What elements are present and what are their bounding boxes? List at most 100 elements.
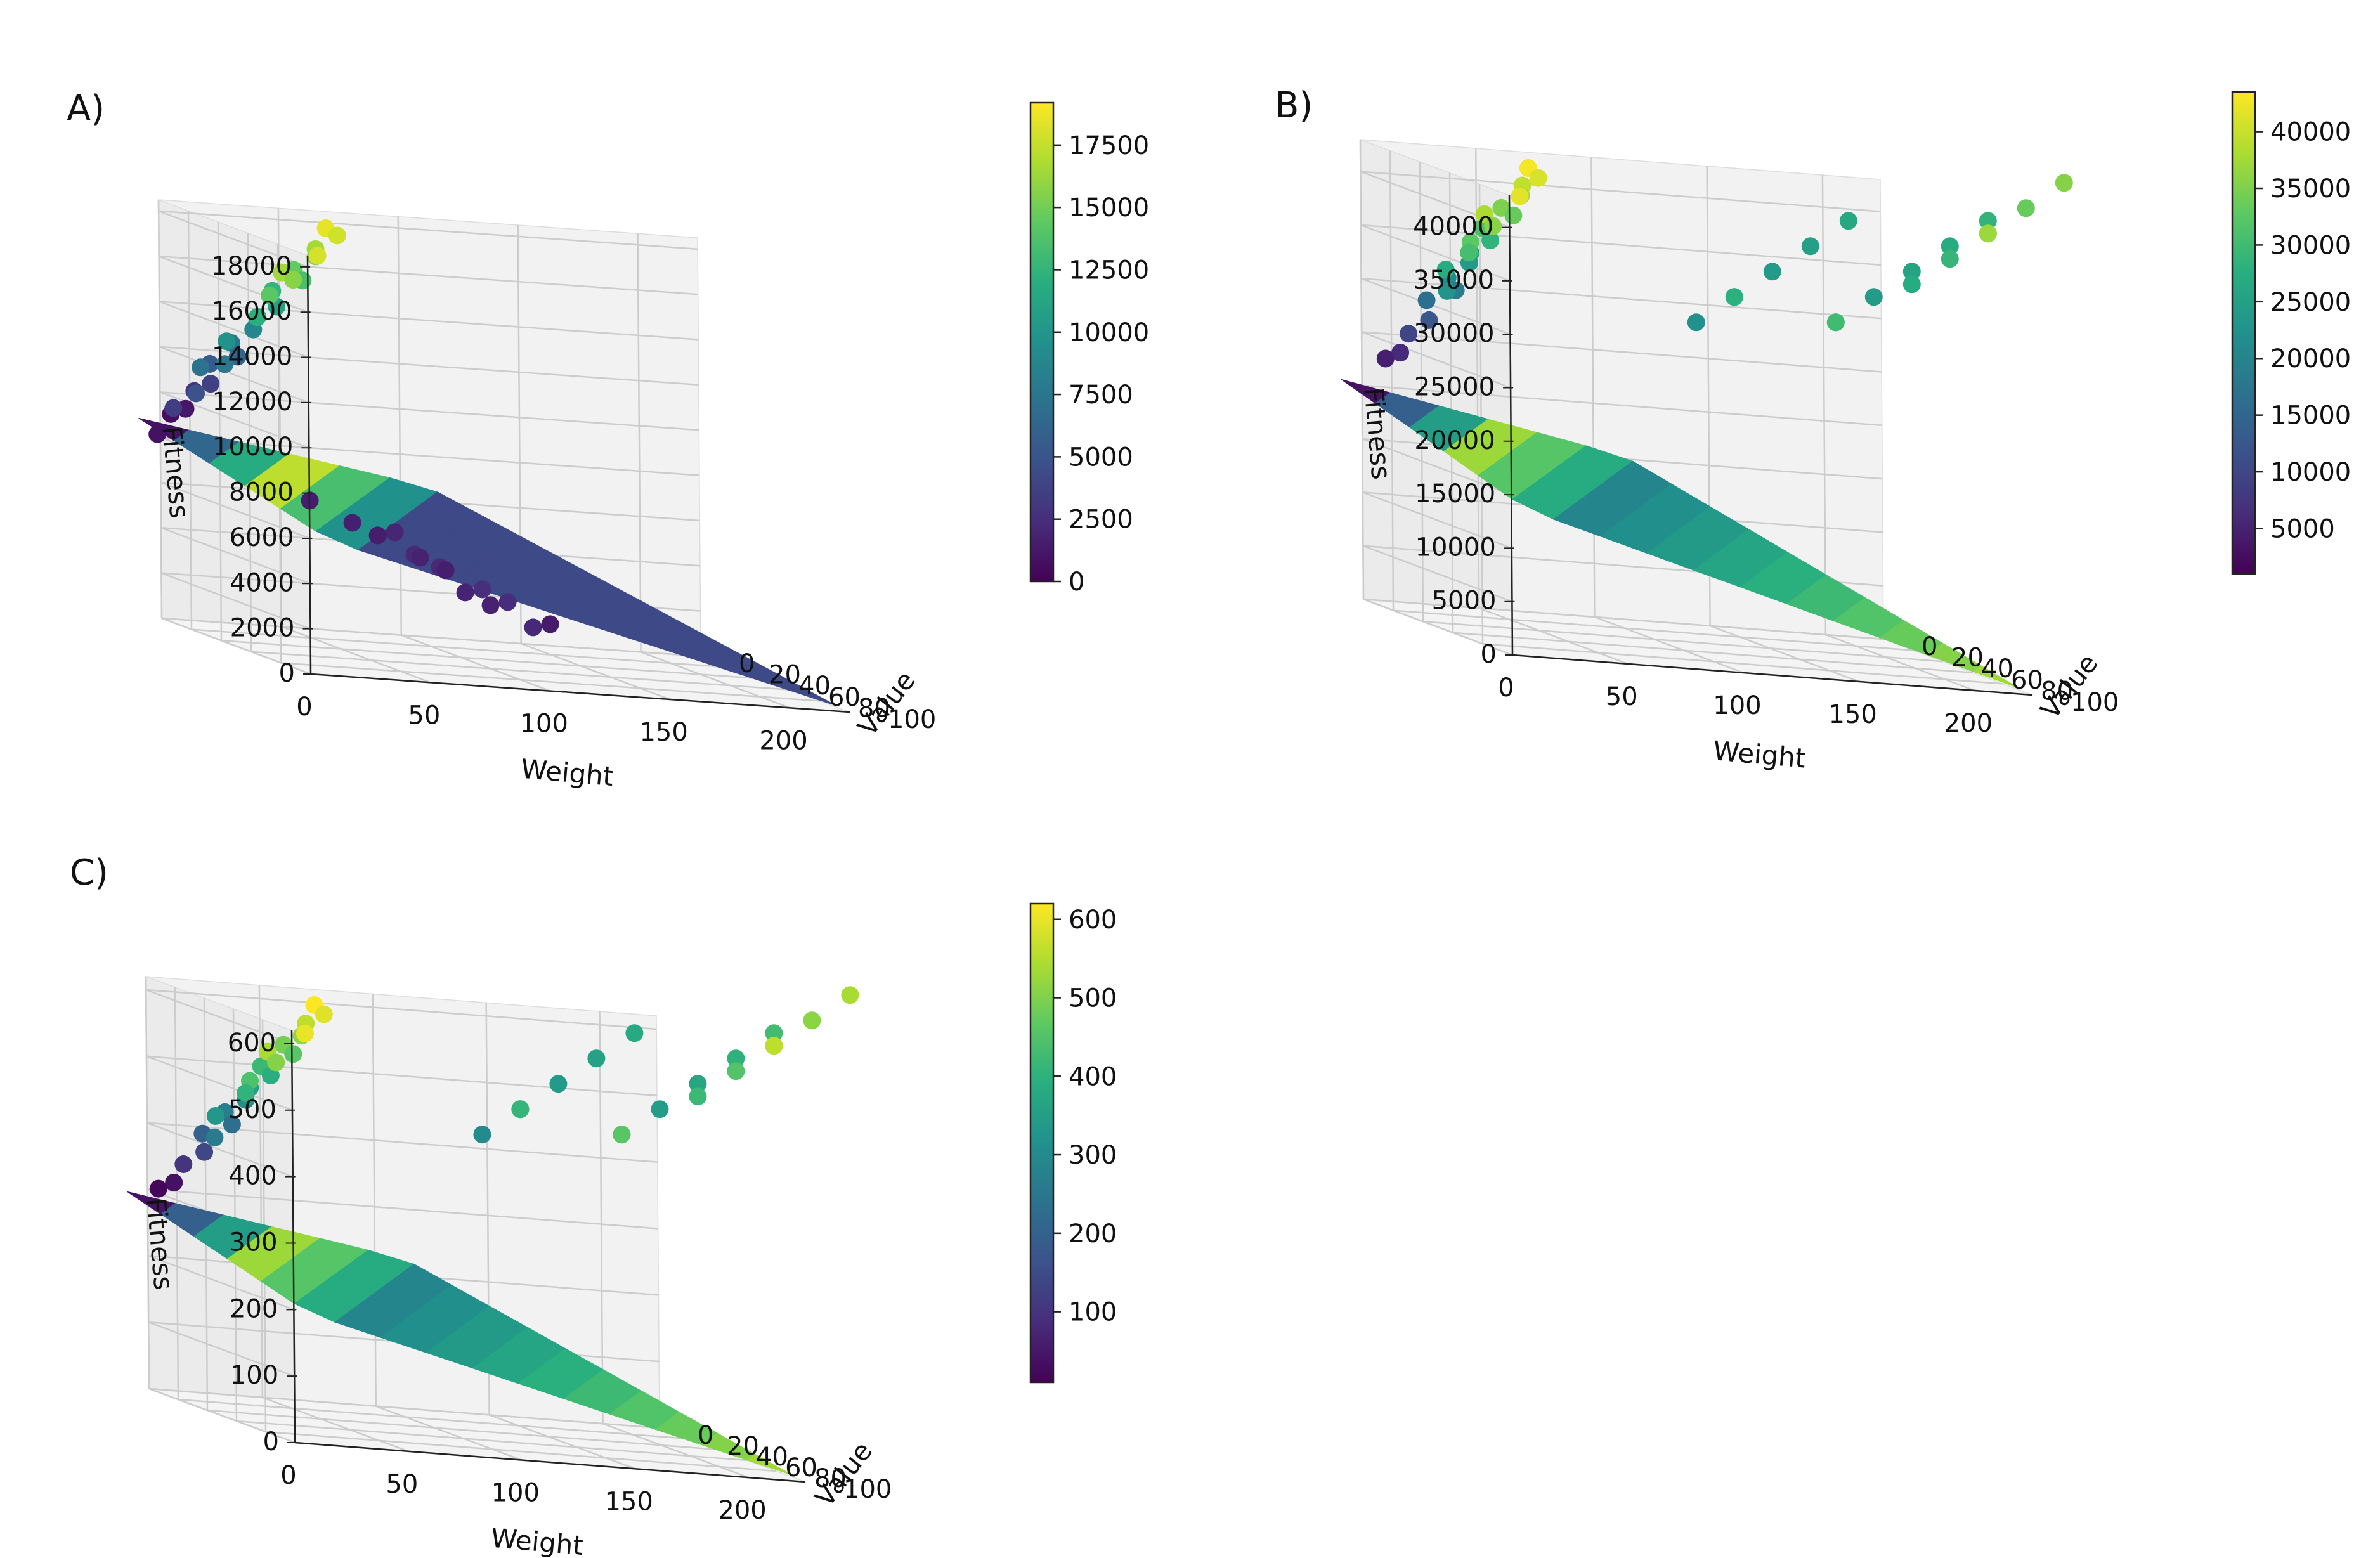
data-point xyxy=(689,1075,707,1093)
data-point xyxy=(1801,237,1819,256)
x-axis-line xyxy=(1512,654,2033,696)
data-point xyxy=(368,526,387,545)
colorbar-tick-label: 25000 xyxy=(2270,288,2351,317)
grid-line xyxy=(187,211,193,630)
z-axis-line xyxy=(290,1030,296,1443)
data-point xyxy=(386,523,404,542)
grid-line xyxy=(146,989,657,1030)
grid-line xyxy=(1710,625,1860,683)
grid-line xyxy=(1393,609,1914,651)
data-point xyxy=(2017,199,2035,217)
x-tick-label: 150 xyxy=(639,718,687,747)
grid-line xyxy=(159,301,309,358)
grid-line xyxy=(641,651,790,709)
panel-c: 0 50 100 150 2000 204060801000100200300400500… xyxy=(70,852,1117,1558)
data-point xyxy=(1511,187,1529,205)
data-point xyxy=(765,1024,783,1042)
grid-line xyxy=(236,1420,748,1462)
grid-line xyxy=(1360,224,1511,282)
grid-line xyxy=(147,1188,658,1230)
grid-line xyxy=(1361,278,1511,335)
data-point xyxy=(689,1087,707,1106)
x-axis-label: Weight xyxy=(519,753,615,793)
data-point xyxy=(206,1107,224,1125)
data-point xyxy=(456,583,474,602)
grid-line xyxy=(375,1405,523,1461)
data-point xyxy=(625,1024,644,1042)
y-tick-label: 60 xyxy=(2011,666,2043,695)
grid-line xyxy=(637,233,642,652)
data-point xyxy=(165,1173,183,1191)
data-point xyxy=(202,375,220,393)
colorbar-tick-label: 200 xyxy=(1069,1219,1117,1249)
data-point xyxy=(1436,261,1455,279)
grid-line xyxy=(1360,224,1882,266)
grid-line xyxy=(1360,171,1881,212)
z-tick-label: 2000 xyxy=(230,614,295,643)
data-point xyxy=(411,549,429,567)
data-point xyxy=(473,1126,491,1144)
grid-line xyxy=(1821,174,1827,635)
z-tick-label: 300 xyxy=(229,1228,277,1257)
z-tick-label: 0 xyxy=(1481,640,1497,669)
grid-line xyxy=(159,210,698,250)
x-tick-label: 200 xyxy=(759,726,807,755)
colorbar-tick-label: 100 xyxy=(1069,1298,1117,1327)
data-point xyxy=(1529,169,1547,187)
grid-line xyxy=(148,1387,296,1444)
z-tick-label: 200 xyxy=(230,1294,278,1323)
data-point xyxy=(192,358,210,377)
data-point xyxy=(1839,212,1857,230)
z-tick-label: 15000 xyxy=(1415,479,1495,509)
panel-label: B) xyxy=(1275,85,1313,126)
data-point xyxy=(2055,174,2073,192)
data-point xyxy=(187,384,205,403)
grid-line xyxy=(232,1008,238,1422)
data-point xyxy=(473,580,491,599)
y-tick-label: 80 xyxy=(858,694,890,723)
data-point xyxy=(765,1037,783,1055)
data-point xyxy=(436,561,455,580)
data-point xyxy=(1941,250,1959,268)
x-tick-label: 200 xyxy=(1944,709,1993,738)
z-axis-line xyxy=(306,255,312,675)
data-point xyxy=(803,1011,821,1030)
data-point xyxy=(1864,288,1883,306)
grid-line xyxy=(159,346,309,404)
grid-line xyxy=(281,626,431,684)
grid-line xyxy=(160,436,699,476)
grid-line xyxy=(1590,157,1596,618)
z-axis-line xyxy=(1508,195,1514,656)
x-axis-label: Weight xyxy=(490,1522,585,1558)
data-point xyxy=(218,332,236,351)
grid-line xyxy=(159,301,699,341)
grid-line xyxy=(599,1011,604,1424)
x-axis-line xyxy=(294,1441,806,1483)
grid-line xyxy=(161,617,701,658)
z-tick-label: 0 xyxy=(263,1427,279,1457)
grid-line xyxy=(147,1255,294,1311)
z-tick-label: 16000 xyxy=(211,297,292,326)
x-tick-label: 150 xyxy=(1828,700,1876,729)
colorbar-tick-label: 20000 xyxy=(2270,344,2351,373)
grid-line xyxy=(265,1431,777,1472)
grid-line xyxy=(146,1122,294,1178)
y-tick-label: 100 xyxy=(888,705,936,734)
colorbar-tick-label: 7500 xyxy=(1069,380,1133,410)
x-axis-label: Weight xyxy=(1712,735,1807,774)
panel-label: C) xyxy=(70,852,108,893)
grid-line xyxy=(157,199,163,619)
data-point xyxy=(587,1049,606,1068)
data-point xyxy=(549,1075,568,1093)
grid-line xyxy=(160,481,310,540)
grid-line xyxy=(160,391,699,431)
z-tick-label: 35000 xyxy=(1414,266,1494,295)
z-tick-label: 5000 xyxy=(1432,587,1497,616)
data-point xyxy=(511,1100,530,1119)
y-tick-label: 0 xyxy=(1922,632,1937,661)
data-point xyxy=(651,1100,669,1119)
y-tick-label: 0 xyxy=(698,1421,713,1450)
colorbar-tick-label: 2500 xyxy=(1069,505,1133,535)
data-point xyxy=(841,986,859,1004)
z-tick-label: 40000 xyxy=(1413,212,1493,242)
